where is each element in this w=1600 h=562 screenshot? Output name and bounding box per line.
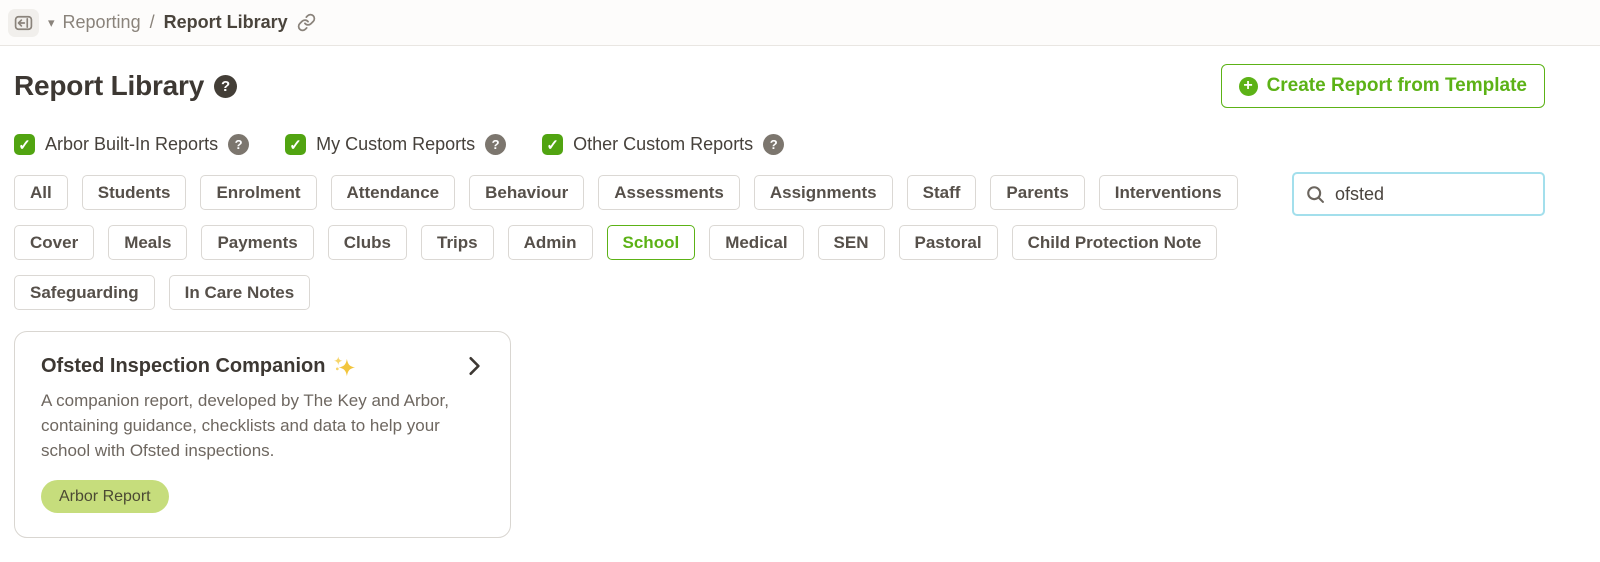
breadcrumb-separator: / bbox=[149, 12, 155, 32]
report-card-title: Ofsted Inspection Companion bbox=[41, 355, 326, 377]
category-chip-interventions[interactable]: Interventions bbox=[1098, 175, 1238, 210]
checkbox-label: My Custom Reports bbox=[316, 134, 476, 154]
report-card-header: Ofsted Inspection Companion bbox=[41, 355, 484, 378]
checkbox-checked-icon: ✓ bbox=[14, 134, 35, 155]
category-chip-all[interactable]: All bbox=[14, 175, 68, 210]
category-chip-students[interactable]: Students bbox=[81, 175, 187, 210]
help-icon[interactable]: ? bbox=[485, 134, 507, 155]
category-chip-safeguarding[interactable]: Safeguarding bbox=[14, 275, 155, 310]
create-button-label: Create Report from Template bbox=[1266, 75, 1527, 96]
category-chip-trips[interactable]: Trips bbox=[421, 225, 494, 260]
category-filter-chips: All Students Enrolment Attendance Behaviour A… bbox=[14, 175, 1545, 310]
search-icon bbox=[1307, 185, 1324, 203]
sidebar-collapse-icon bbox=[14, 15, 33, 30]
category-chip-assignments[interactable]: Assignments bbox=[753, 175, 893, 210]
help-icon[interactable]: ? bbox=[228, 134, 250, 155]
search-input[interactable] bbox=[1335, 183, 1532, 205]
category-chip-payments[interactable]: Payments bbox=[201, 225, 314, 260]
checkbox-label: Other Custom Reports bbox=[573, 134, 754, 154]
filter-checkbox-arbor-built-in-reports[interactable]: ✓ Arbor Built-In Reports? bbox=[14, 134, 250, 155]
category-chip-medical[interactable]: Medical bbox=[709, 225, 804, 260]
chevron-right-icon bbox=[469, 356, 480, 376]
chip-row: All Students Enrolment Attendance Behaviour A… bbox=[14, 175, 1545, 210]
category-chip-school[interactable]: School bbox=[606, 225, 696, 260]
category-chip-pastoral[interactable]: Pastoral bbox=[898, 225, 998, 260]
report-type-badge: Arbor Report bbox=[41, 480, 169, 513]
checkbox-checked-icon: ✓ bbox=[285, 134, 307, 155]
category-chip-behaviour[interactable]: Behaviour bbox=[469, 175, 585, 210]
help-icon[interactable]: ? bbox=[763, 134, 785, 155]
chip-row: Cover Meals Payments Clubs Trips Admin School M… bbox=[14, 225, 1545, 260]
category-chip-sen[interactable]: SEN bbox=[817, 225, 885, 260]
breadcrumb-section[interactable]: Reporting bbox=[62, 12, 141, 32]
checkbox-checked-icon: ✓ bbox=[542, 134, 564, 155]
category-chip-clubs[interactable]: Clubs bbox=[327, 225, 407, 260]
breadcrumb-bar: ▾ Reporting / Report Library bbox=[0, 0, 1600, 46]
page-help-icon[interactable]: ? bbox=[214, 74, 238, 98]
breadcrumb-dropdown-caret-icon[interactable]: ▾ bbox=[48, 15, 55, 30]
filter-checkbox-my-custom-reports[interactable]: ✓ My Custom Reports? bbox=[285, 134, 507, 155]
plus-circle-icon: + bbox=[1238, 76, 1258, 96]
category-chip-parents[interactable]: Parents bbox=[990, 175, 1085, 210]
category-chip-attendance[interactable]: Attendance bbox=[330, 175, 456, 210]
breadcrumb-current-page: Report Library bbox=[163, 12, 288, 32]
chip-row: Safeguarding In Care Notes bbox=[14, 275, 1545, 310]
category-chip-admin[interactable]: Admin bbox=[507, 225, 593, 260]
checkbox-label: Arbor Built-In Reports bbox=[45, 134, 219, 154]
category-filter-area: All Students Enrolment Attendance Behaviour A… bbox=[14, 172, 1545, 310]
report-type-filters: ✓ Arbor Built-In Reports? ✓ My Custom Repor… bbox=[14, 134, 1545, 155]
sidebar-toggle-button[interactable] bbox=[8, 8, 39, 37]
category-chip-cover[interactable]: Cover bbox=[14, 225, 95, 260]
category-chip-meals[interactable]: Meals bbox=[108, 225, 188, 260]
report-card[interactable]: Ofsted Inspection Companion A companion … bbox=[14, 331, 511, 538]
page-header: Report Library ? + Create Report from Te… bbox=[14, 62, 1545, 110]
filter-checkbox-other-custom-reports[interactable]: ✓ Other Custom Reports? bbox=[542, 134, 785, 155]
category-chip-assessments[interactable]: Assessments bbox=[598, 175, 740, 210]
category-chip-enrolment[interactable]: Enrolment bbox=[200, 175, 317, 210]
main-content: Report Library ? + Create Report from Te… bbox=[0, 62, 1600, 538]
category-chip-in-care-notes[interactable]: In Care Notes bbox=[168, 275, 311, 310]
category-chip-staff[interactable]: Staff bbox=[906, 175, 977, 210]
sparkles-icon bbox=[334, 356, 356, 377]
permalink-icon[interactable] bbox=[297, 13, 316, 32]
search-box bbox=[1292, 172, 1545, 216]
page-title: Report Library bbox=[14, 70, 205, 101]
report-card-description: A companion report, developed by The Key… bbox=[41, 391, 449, 460]
category-chip-child-protection-note[interactable]: Child Protection Note bbox=[1011, 225, 1218, 260]
create-report-from-template-button[interactable]: + Create Report from Template bbox=[1220, 64, 1545, 108]
